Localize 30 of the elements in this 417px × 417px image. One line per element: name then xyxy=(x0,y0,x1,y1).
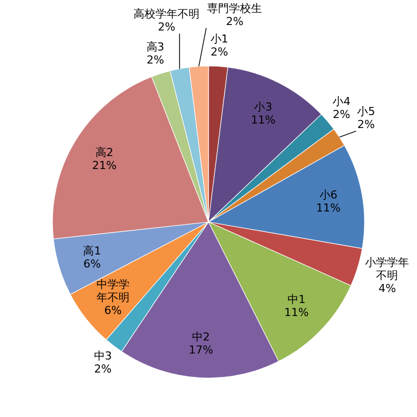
slice-label: 小5 xyxy=(357,105,376,118)
slice-label: 中2 xyxy=(192,330,210,344)
data-label: 2% xyxy=(210,46,228,59)
data-label: 2% xyxy=(158,20,176,34)
slice-label: 専門学校生 xyxy=(207,2,262,16)
data-label: 11% xyxy=(316,201,341,214)
data-label: 2% xyxy=(94,362,112,376)
data-label: 11% xyxy=(251,113,276,126)
slice-label: 小1 xyxy=(210,32,228,46)
slice-label: 小3 xyxy=(254,100,272,114)
data-label: 2% xyxy=(357,118,375,132)
slice-label: 高1 xyxy=(83,244,102,258)
slice-label: 小学学年不明 xyxy=(365,256,410,282)
data-label: 11% xyxy=(284,306,309,320)
slice-label: 高3 xyxy=(146,40,164,54)
slice-label: 高2 xyxy=(95,146,114,159)
slice-label: 小4 xyxy=(332,95,350,108)
data-label: 6% xyxy=(83,257,101,270)
slice-label: 中3 xyxy=(94,349,112,362)
data-label: 2% xyxy=(332,108,350,122)
data-label: 17% xyxy=(188,343,214,356)
slice-label: 高校学年不明 xyxy=(134,8,200,21)
data-label: 21% xyxy=(92,158,117,172)
slice-label: 中学学年不明 xyxy=(96,278,130,304)
data-label: 6% xyxy=(104,304,122,317)
data-label: 2% xyxy=(146,54,164,67)
slice-label: 小6 xyxy=(319,188,338,202)
slice-label: 中1 xyxy=(288,293,306,306)
data-label: 2% xyxy=(226,15,244,28)
data-label: 4% xyxy=(378,282,396,295)
